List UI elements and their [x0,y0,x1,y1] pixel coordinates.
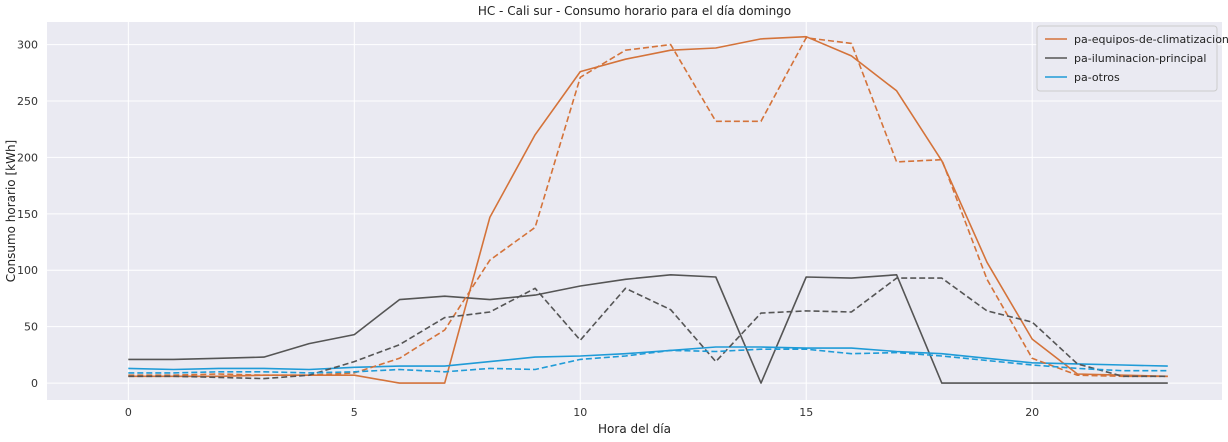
x-tick-label: 5 [351,406,358,419]
y-tick-label: 0 [31,377,38,390]
x-tick-label: 20 [1025,406,1039,419]
legend-label: pa-iluminacion-principal [1074,52,1206,65]
y-tick-label: 250 [17,95,38,108]
y-tick-label: 50 [24,321,38,334]
x-tick-label: 10 [573,406,587,419]
plot-area [47,22,1222,400]
y-tick-label: 150 [17,208,38,221]
y-tick-label: 300 [17,39,38,52]
x-tick-label: 15 [799,406,813,419]
y-tick-label: 200 [17,151,38,164]
dashed-series-line-5 [128,348,1168,374]
y-tick-label: 100 [17,264,38,277]
legend-box [1036,25,1218,92]
plot-background [47,22,1222,400]
series-line-1 [128,273,1168,384]
series-lines [128,35,1168,384]
x-tick-label: 0 [125,406,132,419]
x-axis-label: Hora del día [598,422,671,436]
legend-label: pa-equipos-de-climatizacion [1074,33,1228,46]
dashed-series-line-4 [128,277,1168,380]
series-line-2 [128,346,1168,371]
y-axis-label: Consumo horario [kWh] [4,140,18,282]
gridlines [47,22,1222,400]
legend: pa-equipos-de-climatizacion pa-iluminacio… [1036,25,1228,92]
chart-title: HC - Cali sur - Consumo horario para el … [478,4,791,18]
legend-label: pa-otros [1074,71,1120,84]
